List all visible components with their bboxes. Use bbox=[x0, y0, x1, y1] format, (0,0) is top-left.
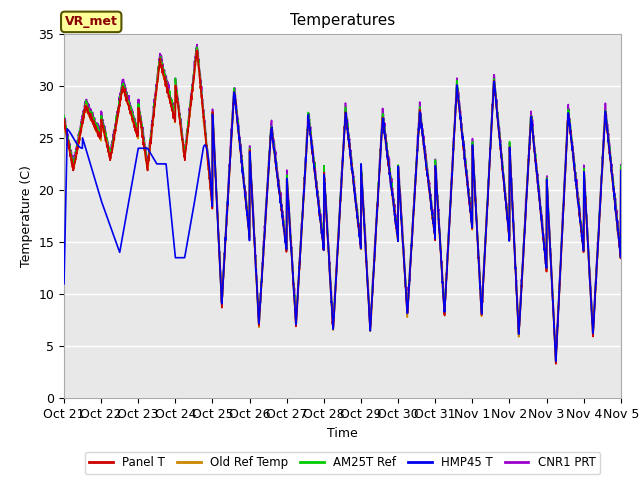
X-axis label: Time: Time bbox=[327, 427, 358, 440]
Text: VR_met: VR_met bbox=[65, 15, 118, 28]
Legend: Panel T, Old Ref Temp, AM25T Ref, HMP45 T, CNR1 PRT: Panel T, Old Ref Temp, AM25T Ref, HMP45 … bbox=[84, 452, 600, 474]
Title: Temperatures: Temperatures bbox=[290, 13, 395, 28]
Y-axis label: Temperature (C): Temperature (C) bbox=[20, 165, 33, 267]
